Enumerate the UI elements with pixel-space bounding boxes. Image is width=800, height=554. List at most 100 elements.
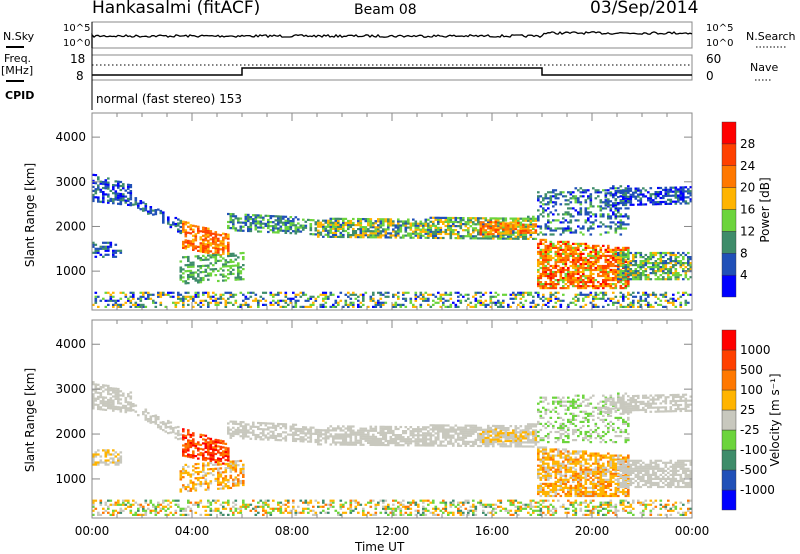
echo-cell bbox=[584, 189, 588, 192]
echo-cell bbox=[329, 443, 333, 446]
echo-cell bbox=[107, 449, 110, 452]
echo-cell bbox=[677, 276, 680, 279]
echo-cell bbox=[632, 258, 635, 261]
echo-cell bbox=[272, 215, 275, 218]
echo-cell bbox=[377, 299, 380, 302]
echo-cell bbox=[607, 213, 610, 216]
echo-cell bbox=[509, 235, 513, 238]
echo-cell bbox=[177, 228, 180, 231]
echo-cell bbox=[214, 438, 218, 441]
echo-cell bbox=[302, 228, 305, 231]
echo-cell bbox=[334, 227, 338, 230]
echo-cell bbox=[609, 297, 613, 300]
echo-cell bbox=[104, 461, 108, 464]
echo-cell bbox=[207, 249, 210, 252]
echo-cell bbox=[379, 291, 383, 294]
echo-cell bbox=[347, 231, 350, 235]
echo-cell bbox=[449, 218, 453, 222]
echo-cell bbox=[367, 220, 370, 223]
echo-cell bbox=[202, 240, 205, 243]
echo-cell bbox=[459, 430, 463, 433]
echo-cell bbox=[639, 201, 643, 204]
echo-cell bbox=[204, 235, 208, 238]
echo-cell bbox=[582, 274, 585, 278]
echo-cell bbox=[197, 257, 200, 260]
echo-cell bbox=[99, 402, 103, 405]
echo-cell bbox=[199, 453, 203, 457]
echo-cell bbox=[339, 299, 343, 302]
echo-cell bbox=[622, 264, 625, 267]
echo-cell bbox=[684, 253, 688, 257]
echo-cell bbox=[634, 195, 638, 198]
echo-cell bbox=[119, 457, 123, 460]
echo-cell bbox=[504, 233, 508, 236]
echo-cell bbox=[192, 234, 195, 237]
echo-cell bbox=[689, 264, 693, 267]
echo-cell bbox=[184, 297, 188, 300]
echo-cell bbox=[659, 196, 663, 200]
echo-cell bbox=[287, 225, 290, 229]
echo-cell bbox=[372, 443, 375, 446]
echo-cell bbox=[607, 189, 610, 192]
echo-cell bbox=[359, 305, 363, 308]
echo-cell bbox=[569, 191, 573, 194]
echo-cell bbox=[669, 276, 673, 279]
echo-cell bbox=[192, 432, 195, 435]
echo-cell bbox=[427, 426, 430, 429]
echo-cell bbox=[574, 242, 578, 245]
echo-cell bbox=[594, 215, 598, 218]
echo-cell bbox=[297, 226, 300, 229]
echo-cell bbox=[554, 297, 558, 300]
echo-cell bbox=[94, 174, 98, 177]
echo-cell bbox=[129, 202, 133, 205]
echo-cell bbox=[197, 229, 200, 232]
echo-cell bbox=[637, 251, 640, 255]
echo-cell bbox=[467, 233, 470, 236]
echo-cell bbox=[254, 433, 258, 437]
echo-cell bbox=[639, 266, 643, 269]
echo-cell bbox=[437, 216, 440, 219]
echo-cell bbox=[604, 250, 608, 253]
echo-cell bbox=[112, 387, 115, 390]
echo-cell bbox=[457, 291, 460, 294]
echo-cell bbox=[109, 401, 113, 404]
echo-cell bbox=[282, 305, 285, 308]
echo-cell bbox=[547, 203, 550, 206]
echo-cell bbox=[599, 209, 603, 212]
echo-cell bbox=[204, 442, 208, 445]
echo-cell bbox=[604, 189, 608, 192]
echo-cell bbox=[584, 244, 588, 247]
echo-cell bbox=[99, 392, 103, 395]
echo-cell bbox=[437, 301, 440, 304]
echo-cell bbox=[482, 229, 485, 232]
echo-cell bbox=[589, 266, 593, 270]
echo-cell bbox=[322, 219, 325, 222]
echo-cell bbox=[529, 291, 533, 294]
echo-cell bbox=[687, 301, 690, 304]
echo-cell bbox=[344, 443, 348, 446]
echo-cell bbox=[319, 231, 323, 234]
echo-cell bbox=[684, 266, 688, 269]
echo-cell bbox=[584, 283, 588, 286]
echo-cell bbox=[517, 229, 520, 233]
echo-cell bbox=[264, 222, 268, 225]
echo-cell bbox=[357, 303, 360, 306]
echo-cell bbox=[457, 432, 460, 435]
echo-cell bbox=[594, 219, 598, 222]
echo-cell bbox=[534, 303, 538, 306]
echo-cell bbox=[504, 224, 508, 227]
echo-cell bbox=[532, 305, 535, 308]
echo-cell bbox=[659, 190, 663, 194]
echo-cell bbox=[254, 435, 258, 439]
echo-cell bbox=[622, 256, 625, 259]
echo-cell bbox=[622, 266, 625, 269]
echo-cell bbox=[584, 260, 588, 264]
echo-cell bbox=[224, 291, 228, 294]
echo-cell bbox=[152, 415, 155, 418]
echo-cell bbox=[192, 240, 195, 243]
echo-cell bbox=[654, 253, 658, 257]
echo-cell bbox=[364, 435, 368, 438]
echo-cell bbox=[107, 407, 110, 410]
echo-cell bbox=[214, 237, 218, 240]
echo-cell bbox=[354, 439, 358, 442]
